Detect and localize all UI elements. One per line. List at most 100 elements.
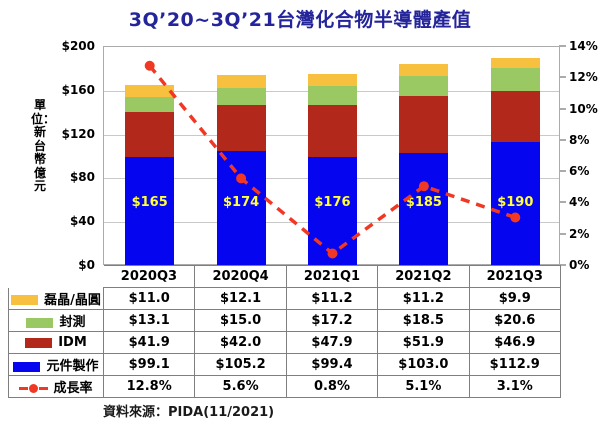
right-axis-tick-label: 12% bbox=[569, 70, 598, 85]
value-cell: $105.2 bbox=[194, 353, 287, 376]
right-axis-tick-mark bbox=[559, 107, 566, 110]
bar-segment bbox=[308, 85, 357, 105]
value-cell: $42.0 bbox=[194, 331, 287, 354]
growth-line-icon bbox=[19, 381, 49, 396]
legend-swatch-icon bbox=[26, 317, 54, 328]
bar-segment bbox=[216, 104, 266, 151]
right-axis-tick-label: 8% bbox=[569, 132, 590, 147]
value-cell: $20.6 bbox=[468, 309, 561, 332]
legend-cell: IDM bbox=[8, 331, 104, 354]
value-cell: $46.9 bbox=[468, 331, 561, 354]
legend-label: 磊晶/晶圓 bbox=[44, 292, 101, 308]
bar-segment bbox=[399, 63, 449, 77]
legend-label: IDM bbox=[58, 335, 87, 350]
right-axis-tick-mark bbox=[559, 264, 566, 266]
left-axis-tick-label: $160 bbox=[61, 82, 95, 97]
right-axis-tick-label: 4% bbox=[569, 195, 590, 210]
bar-segment bbox=[308, 73, 357, 86]
quarter-header-cell: 2021Q3 bbox=[468, 265, 561, 288]
legend-cell: 成長率 bbox=[8, 375, 104, 398]
bar-segment bbox=[125, 111, 175, 158]
left-axis-tick-label: $120 bbox=[61, 126, 95, 141]
bar-segment bbox=[399, 96, 449, 154]
quarter-header-cell: 2021Q1 bbox=[285, 265, 379, 288]
table-blank-corner bbox=[9, 266, 104, 288]
table-header-row: 2020Q3 2020Q4 2021Q1 2021Q2 2021Q3 bbox=[9, 265, 561, 288]
right-axis-tick-label: 14% bbox=[569, 39, 598, 53]
bar-segment bbox=[308, 104, 357, 158]
right-axis-tick-label: 10% bbox=[569, 101, 598, 116]
bar-segment bbox=[125, 85, 175, 98]
value-cell: $51.9 bbox=[377, 331, 470, 354]
value-cell: $18.5 bbox=[377, 309, 470, 332]
legend-label: 元件製作 bbox=[46, 359, 99, 374]
bar-total-label: $174 bbox=[222, 195, 260, 210]
value-cell: $99.4 bbox=[285, 353, 379, 376]
legend-cell: 元件製作 bbox=[8, 353, 104, 376]
value-cell: $11.2 bbox=[285, 287, 379, 310]
legend-label: 封測 bbox=[59, 315, 86, 330]
right-axis-tick-mark bbox=[559, 170, 566, 173]
table-row: IDM $41.9 $42.0 $47.9 $51.9 $46.9 bbox=[8, 331, 561, 354]
left-axis-tick-label: $40 bbox=[69, 214, 95, 229]
legend-swatch-icon bbox=[13, 361, 41, 372]
value-cell: 5.6% bbox=[194, 375, 287, 398]
value-cell: 3.1% bbox=[468, 375, 561, 398]
bar-segment bbox=[490, 57, 540, 69]
quarter-header-cell: 2021Q2 bbox=[377, 265, 470, 288]
bar-total-label: $165 bbox=[131, 195, 168, 210]
value-cell: $112.9 bbox=[468, 353, 561, 376]
right-axis-tick-label: 2% bbox=[569, 226, 590, 241]
value-cell: $15.0 bbox=[194, 309, 287, 332]
value-cell: $17.2 bbox=[285, 309, 379, 332]
bar-segment bbox=[308, 157, 357, 266]
legend-label: 成長率 bbox=[53, 381, 93, 396]
legend-cell: 封測 bbox=[8, 309, 104, 332]
value-cell: $11.0 bbox=[102, 287, 196, 310]
table-row: 磊晶/晶圓 $11.0 $12.1 $11.2 $11.2 $9.9 bbox=[8, 287, 561, 310]
right-axis-tick-mark bbox=[559, 232, 566, 235]
bar-total-label: $176 bbox=[314, 195, 351, 210]
legend-cell: 磊晶/晶圓 bbox=[8, 287, 104, 310]
bar-segment bbox=[216, 88, 266, 105]
quarter-header-cell: 2020Q3 bbox=[102, 265, 196, 288]
right-axis-tick-mark bbox=[559, 201, 566, 204]
right-axis-tick-mark bbox=[559, 76, 566, 79]
left-axis-tick-label: $80 bbox=[69, 170, 95, 185]
left-axis-tick-label: $0 bbox=[78, 258, 95, 272]
left-axis-tick-label: $200 bbox=[61, 39, 95, 53]
data-table: 2020Q3 2020Q4 2021Q1 2021Q2 2021Q3 磊晶/晶圓 $11.0… bbox=[8, 265, 561, 398]
value-cell: $47.9 bbox=[285, 331, 379, 354]
y-axis-unit-label: 單位：新台幣億元 bbox=[31, 98, 56, 193]
legend-swatch-icon bbox=[11, 295, 39, 306]
value-cell: $103.0 bbox=[377, 353, 470, 376]
bar-segment bbox=[490, 68, 540, 91]
table-row-growth: 成長率 12.8% 5.6% 0.8% 5.1% 3.1% bbox=[8, 375, 561, 398]
value-cell: $12.1 bbox=[194, 287, 287, 310]
table-row: 元件製作 $99.1 $105.2 $99.4 $103.0 $112.9 bbox=[8, 353, 561, 376]
value-cell: 5.1% bbox=[377, 375, 470, 398]
right-axis-tick-mark bbox=[559, 138, 566, 141]
bar-segment bbox=[125, 97, 175, 112]
legend-swatch-icon bbox=[25, 337, 53, 348]
bar-segment bbox=[216, 75, 266, 89]
quarter-header-cell: 2020Q4 bbox=[194, 265, 287, 288]
bar-total-label: $185 bbox=[405, 195, 442, 210]
bar-segment bbox=[125, 157, 175, 266]
value-cell: $41.9 bbox=[102, 331, 196, 354]
right-axis-tick-label: 6% bbox=[569, 164, 590, 179]
table-row: 封測 $13.1 $15.0 $17.2 $18.5 $20.6 bbox=[8, 309, 561, 332]
growth-rate-marker bbox=[144, 60, 155, 71]
bar-segment bbox=[490, 91, 540, 143]
right-axis-tick-label: 0% bbox=[569, 258, 590, 272]
value-cell: $9.9 bbox=[468, 287, 561, 310]
plot-area: $165 $174 $176 $185 $190 bbox=[103, 46, 560, 266]
bar-total-label: $190 bbox=[497, 195, 534, 210]
value-cell: 12.8% bbox=[102, 375, 196, 398]
right-axis-tick-mark bbox=[559, 45, 566, 47]
bar-segment bbox=[399, 76, 449, 97]
value-cell: $99.1 bbox=[102, 353, 196, 376]
value-cell: $13.1 bbox=[102, 309, 196, 332]
value-cell: 0.8% bbox=[285, 375, 379, 398]
